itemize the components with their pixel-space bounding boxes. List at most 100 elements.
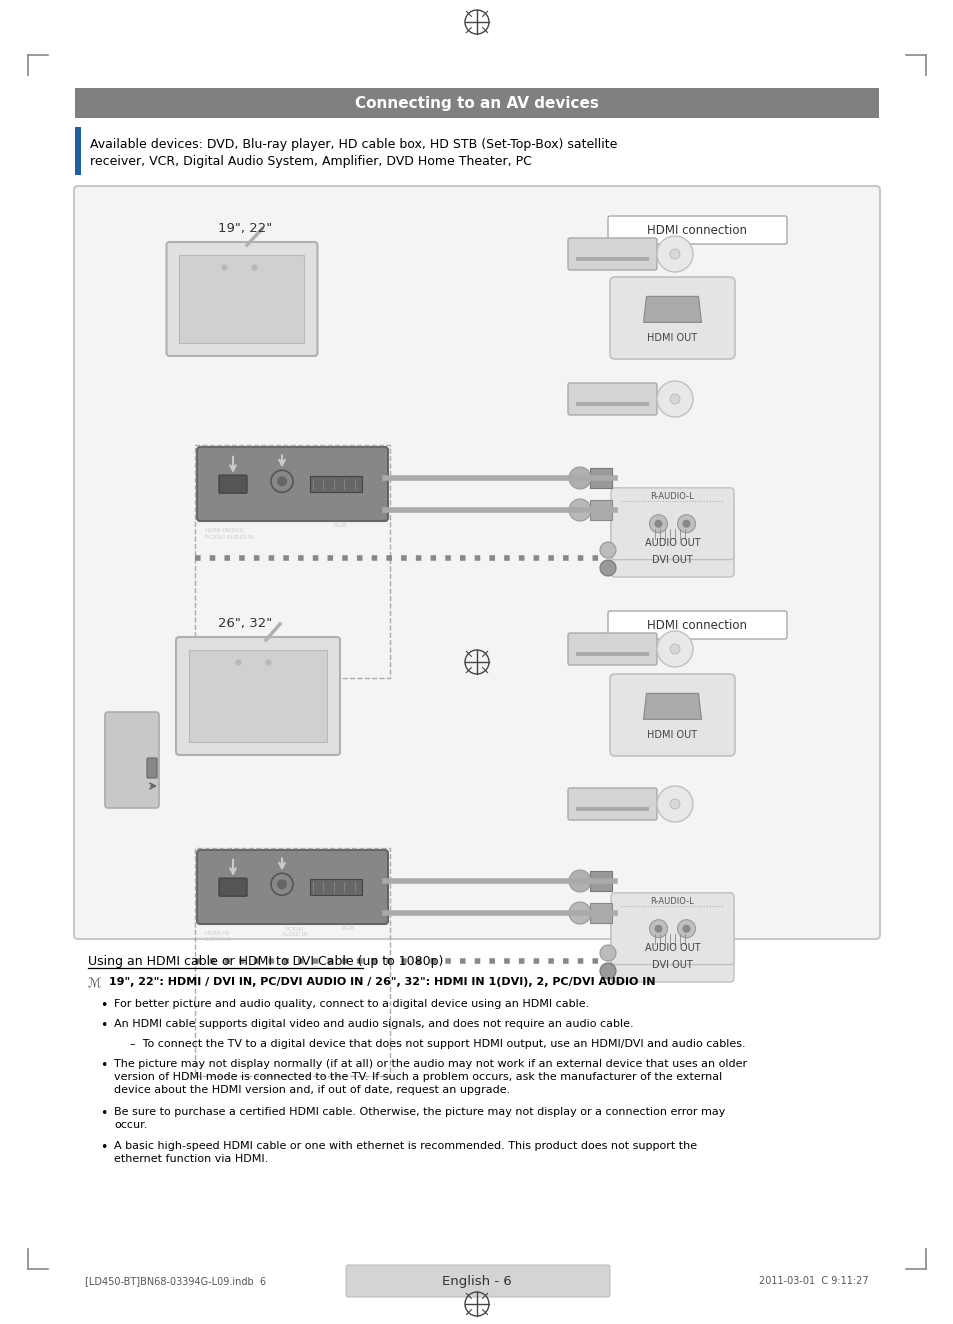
Text: •: • (100, 1107, 108, 1120)
FancyBboxPatch shape (607, 216, 786, 244)
Circle shape (599, 963, 616, 978)
Text: AUDIO OUT: AUDIO OUT (644, 943, 700, 953)
Text: HDMI IN
1(DVI), 2: HDMI IN 1(DVI), 2 (205, 931, 231, 943)
Text: •: • (100, 1141, 108, 1155)
Bar (179, 256, 304, 343)
FancyBboxPatch shape (74, 185, 879, 939)
Text: 2011-03-01  Ϲ 9:11:27: 2011-03-01 Ϲ 9:11:27 (759, 1276, 868, 1286)
Circle shape (649, 515, 667, 532)
Circle shape (271, 874, 293, 895)
Text: ℳ: ℳ (88, 977, 101, 990)
Circle shape (688, 932, 696, 940)
Circle shape (599, 542, 616, 557)
FancyBboxPatch shape (147, 759, 157, 779)
FancyBboxPatch shape (610, 892, 733, 965)
Circle shape (271, 470, 293, 493)
Polygon shape (643, 694, 700, 719)
Text: HDMI connection: HDMI connection (646, 224, 746, 237)
FancyBboxPatch shape (609, 674, 734, 756)
Bar (576, 808, 648, 812)
Circle shape (276, 477, 287, 486)
Text: Available devices: DVD, Blu-ray player, HD cable box, HD STB (Set-Top-Box) satel: Available devices: DVD, Blu-ray player, … (90, 138, 617, 151)
FancyBboxPatch shape (609, 277, 734, 359)
Circle shape (568, 902, 590, 924)
Bar (589, 467, 612, 489)
Text: An HDMI cable supports digital video and audio signals, and does not require an : An HDMI cable supports digital video and… (113, 1019, 633, 1029)
Bar (75, 127, 81, 175)
Text: 19", 22": HDMI / DVI IN, PC/DVI AUDIO IN / 26", 32": HDMI IN 1(DVI), 2, PC/DVI A: 19", 22": HDMI / DVI IN, PC/DVI AUDIO IN… (105, 977, 655, 986)
Text: HDMI OUT: HDMI OUT (647, 334, 697, 343)
Circle shape (599, 560, 616, 576)
Text: Connecting to an AV devices: Connecting to an AV devices (355, 95, 598, 110)
FancyBboxPatch shape (610, 487, 733, 560)
Bar (576, 257, 648, 261)
FancyBboxPatch shape (196, 850, 388, 924)
Circle shape (568, 870, 590, 892)
Text: HDMI IN(DVI)
PC/DVI AUDIO IN: HDMI IN(DVI) PC/DVI AUDIO IN (205, 528, 253, 539)
Circle shape (599, 945, 616, 961)
Bar (576, 402, 648, 406)
FancyBboxPatch shape (196, 448, 388, 522)
Text: R-AUDIO-L: R-AUDIO-L (650, 493, 694, 502)
Text: –  To connect the TV to a digital device that does not support HDMI output, use : – To connect the TV to a digital device … (130, 1039, 745, 1049)
Bar (194, 445, 390, 678)
FancyBboxPatch shape (567, 238, 657, 270)
FancyBboxPatch shape (610, 506, 733, 577)
Bar (310, 879, 361, 895)
Text: •: • (100, 1019, 108, 1031)
Bar (652, 523, 692, 540)
Text: Be sure to purchase a certified HDMI cable. Otherwise, the picture may not displ: Be sure to purchase a certified HDMI cab… (113, 1107, 724, 1131)
Circle shape (649, 920, 667, 937)
FancyBboxPatch shape (346, 1264, 609, 1298)
Polygon shape (643, 297, 700, 322)
Text: Using an HDMI cable or HDMI to DVI Cable (up to 1080p): Using an HDMI cable or HDMI to DVI Cable… (88, 955, 443, 968)
Bar (194, 847, 390, 1076)
Text: AUDIO OUT: AUDIO OUT (644, 538, 700, 548)
Circle shape (681, 520, 690, 528)
Circle shape (669, 249, 679, 260)
Text: •: • (100, 1059, 108, 1072)
Circle shape (688, 527, 696, 535)
Bar (589, 871, 612, 891)
Bar (589, 903, 612, 923)
Bar (589, 500, 612, 520)
Text: HDMI connection: HDMI connection (646, 618, 746, 632)
Text: receiver, VCR, Digital Audio System, Amplifier, DVD Home Theater, PC: receiver, VCR, Digital Audio System, Amp… (90, 155, 532, 168)
FancyBboxPatch shape (567, 633, 657, 665)
Text: RGB: RGB (341, 925, 355, 931)
FancyBboxPatch shape (610, 910, 733, 982)
Circle shape (669, 798, 679, 809)
Bar (75, 87, 878, 118)
Circle shape (568, 467, 590, 489)
Circle shape (657, 786, 692, 822)
FancyBboxPatch shape (167, 242, 317, 356)
Circle shape (654, 924, 661, 932)
Circle shape (657, 381, 692, 417)
Text: The picture may not display normally (if at all) or the audio may not work if an: The picture may not display normally (if… (113, 1059, 746, 1095)
FancyBboxPatch shape (567, 788, 657, 820)
Circle shape (669, 643, 679, 654)
Circle shape (568, 499, 590, 522)
Text: For better picture and audio quality, connect to a digital device using an HDMI : For better picture and audio quality, co… (113, 1000, 589, 1009)
Text: DVI OUT: DVI OUT (652, 960, 692, 970)
FancyBboxPatch shape (105, 712, 159, 808)
Bar (652, 928, 692, 944)
Bar (310, 477, 361, 493)
Bar (576, 651, 648, 655)
Text: DVI OUT: DVI OUT (652, 555, 692, 565)
Text: English - 6: English - 6 (441, 1275, 512, 1287)
Text: R-AUDIO-L: R-AUDIO-L (650, 898, 694, 907)
Text: 19", 22": 19", 22" (218, 222, 272, 234)
Text: A basic high-speed HDMI cable or one with ethernet is recommended. This product : A basic high-speed HDMI cable or one wit… (113, 1141, 697, 1164)
Circle shape (657, 632, 692, 667)
Circle shape (677, 515, 695, 532)
Text: [LD450-BT]BN68-03394G-L09.indb  6: [LD450-BT]BN68-03394G-L09.indb 6 (85, 1276, 266, 1286)
Circle shape (681, 924, 690, 932)
Circle shape (654, 520, 661, 528)
Text: PC/DVI
AUDIO IN: PC/DVI AUDIO IN (282, 925, 308, 937)
Circle shape (677, 920, 695, 937)
Bar (189, 650, 327, 741)
FancyBboxPatch shape (219, 878, 247, 896)
Text: HDMI OUT: HDMI OUT (647, 730, 697, 740)
Text: •: • (100, 1000, 108, 1012)
